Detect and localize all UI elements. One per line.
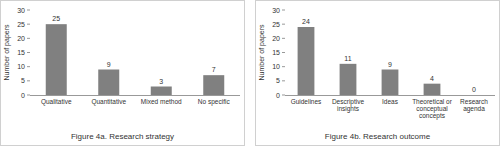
x-tick-label: No specific bbox=[198, 98, 231, 106]
label-line: Guidelines bbox=[291, 98, 322, 105]
y-tick-label: 30 bbox=[17, 7, 25, 14]
label-line: concepts bbox=[419, 112, 446, 120]
bar bbox=[98, 70, 119, 96]
bar bbox=[382, 70, 399, 96]
y-tick-label: 15 bbox=[17, 49, 25, 56]
y-tick bbox=[282, 95, 285, 96]
x-tick-label: Theoretical orconceptualconcepts bbox=[412, 98, 453, 120]
y-tick bbox=[282, 52, 285, 53]
x-tick-label: Quantitative bbox=[91, 98, 126, 106]
label-line: Mixed method bbox=[141, 98, 182, 105]
data-label: 11 bbox=[344, 55, 351, 62]
data-label: 0 bbox=[472, 86, 476, 93]
x-tick-label: Descriptiveinsights bbox=[332, 98, 365, 113]
chart-title: Figure 4b. Research outcome bbox=[325, 132, 431, 141]
x-tick-label: Ideas bbox=[382, 98, 399, 105]
panel-frame bbox=[256, 1, 500, 146]
bar bbox=[46, 24, 67, 95]
y-tick-label: 10 bbox=[17, 63, 25, 70]
bar bbox=[298, 27, 315, 95]
x-tick-label: Qualitative bbox=[41, 98, 72, 106]
bar bbox=[340, 64, 357, 95]
data-label: 9 bbox=[388, 61, 392, 68]
label-line: Ideas bbox=[382, 98, 399, 105]
y-tick-label: 5 bbox=[21, 77, 25, 84]
y-tick-label: 25 bbox=[272, 21, 280, 28]
bar bbox=[466, 95, 483, 96]
label-line: Qualitative bbox=[41, 98, 72, 106]
bar bbox=[424, 84, 441, 95]
y-tick-label: 5 bbox=[276, 77, 280, 84]
y-tick bbox=[27, 80, 30, 81]
bar bbox=[203, 75, 224, 95]
x-tick-label: Mixed method bbox=[141, 98, 182, 105]
y-tick-label: 0 bbox=[21, 92, 25, 99]
y-tick bbox=[282, 24, 285, 25]
x-axis bbox=[285, 95, 495, 96]
label-line: No specific bbox=[198, 98, 231, 106]
y-tick bbox=[27, 24, 30, 25]
data-label: 9 bbox=[107, 61, 111, 68]
y-tick-label: 25 bbox=[17, 21, 25, 28]
x-axis bbox=[30, 95, 240, 96]
y-tick bbox=[282, 80, 285, 81]
y-tick-label: 20 bbox=[272, 35, 280, 42]
y-tick-label: 0 bbox=[276, 92, 280, 99]
bars bbox=[298, 27, 441, 95]
y-tick bbox=[27, 38, 30, 39]
label-line: insights bbox=[337, 105, 360, 113]
y-tick bbox=[282, 38, 285, 39]
chart-root: 0 5 10 15 20 25 30 Number of papers 25 9 3 7 Qualita… bbox=[0, 0, 500, 146]
data-label: 25 bbox=[52, 15, 60, 22]
data-label: 4 bbox=[430, 75, 434, 82]
y-tick bbox=[27, 66, 30, 67]
bars bbox=[46, 24, 225, 95]
label-line: Theoretical or bbox=[412, 98, 453, 105]
data-label: 24 bbox=[302, 18, 310, 25]
bar bbox=[151, 87, 172, 96]
panel-frame bbox=[1, 1, 245, 146]
x-tick-label: Guidelines bbox=[291, 98, 322, 105]
chart-title: Figure 4a. Research strategy bbox=[71, 132, 174, 141]
y-tick bbox=[282, 66, 285, 67]
label-line: Research bbox=[460, 98, 488, 105]
y-tick-label: 10 bbox=[272, 63, 280, 70]
y-tick-label: 20 bbox=[17, 35, 25, 42]
y-tick bbox=[27, 52, 30, 53]
data-label: 7 bbox=[212, 66, 216, 73]
x-tick-label: Researchagenda bbox=[460, 98, 488, 113]
y-tick-label: 30 bbox=[272, 7, 280, 14]
y-tick-label: 15 bbox=[272, 49, 280, 56]
y-axis-label: Number of papers bbox=[3, 24, 11, 81]
label-line: Quantitative bbox=[91, 98, 126, 106]
y-tick bbox=[27, 10, 30, 11]
y-tick bbox=[27, 95, 30, 96]
y-tick bbox=[282, 10, 285, 11]
y-axis-label: Number of papers bbox=[258, 24, 266, 81]
data-label: 3 bbox=[159, 78, 163, 85]
label-line: agenda bbox=[463, 105, 485, 113]
